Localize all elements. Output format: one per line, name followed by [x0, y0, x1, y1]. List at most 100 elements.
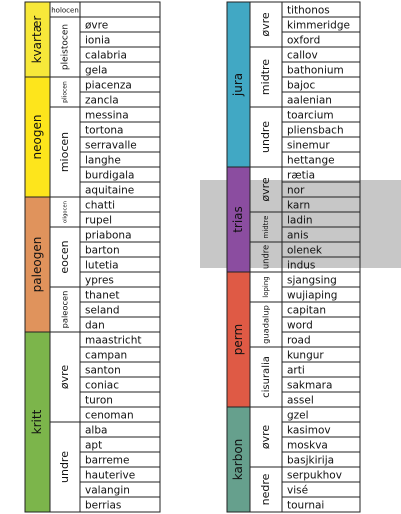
epoch-label: undre — [58, 451, 71, 483]
stage-label: tortona — [85, 125, 124, 137]
epoch-label: undre — [261, 245, 271, 269]
stage-label: gzel — [287, 410, 309, 422]
stage-label: road — [287, 335, 311, 347]
period-label: trias — [231, 206, 245, 233]
period-label: kritt — [30, 409, 44, 434]
period-label: kvartær — [30, 16, 44, 64]
stage-label: ionia — [85, 35, 110, 47]
stage-label: burdigala — [85, 170, 135, 182]
epoch-label: øvre — [58, 365, 71, 390]
stage-label: capitan — [287, 305, 326, 317]
stage-label: berrias — [85, 500, 121, 512]
stage-label: maastricht — [85, 335, 141, 347]
stage-label: piacenza — [85, 80, 132, 92]
period-cell — [24, 1, 51, 78]
stage-label: gela — [85, 65, 107, 77]
stage-label: priabona — [85, 230, 132, 242]
stage-label: olenek — [287, 245, 323, 257]
epoch-label: miocen — [58, 132, 71, 172]
stage-label: messina — [85, 110, 129, 122]
period-cell — [24, 331, 51, 513]
stage-label: øvre — [85, 20, 108, 32]
stage-label: chatti — [85, 200, 115, 212]
stage-cell — [79, 1, 161, 18]
epoch-label: undre — [259, 121, 272, 153]
epoch-label: oligocen — [63, 201, 69, 223]
stage-label: karn — [287, 200, 310, 212]
stage-label: sakmara — [287, 380, 332, 392]
stage-label: word — [287, 320, 313, 332]
stage-label: kungur — [287, 350, 324, 362]
period-cell — [24, 196, 51, 333]
stage-label: arti — [287, 365, 305, 377]
stage-label: zancla — [85, 95, 119, 107]
period-label: perm — [231, 324, 245, 355]
stage-label: anis — [287, 230, 308, 242]
period-label: neogen — [30, 115, 44, 160]
stage-label: bathonium — [287, 65, 344, 77]
epoch-label: guadalup — [261, 305, 271, 344]
stage-label: assel — [287, 395, 314, 407]
epoch-label: øvre — [259, 425, 272, 450]
epoch-label: loping — [262, 276, 270, 298]
period-label: paleogen — [30, 237, 44, 293]
epoch-label: midtre — [259, 59, 272, 95]
epoch-label: øvre — [259, 12, 272, 37]
stage-label: aquitaine — [85, 185, 134, 197]
stage-label: hauterive — [85, 470, 135, 482]
stage-label: toarcium — [287, 110, 334, 122]
epoch-label: pleistocen — [61, 24, 71, 70]
stage-label: oxford — [287, 35, 320, 47]
stage-label: hettange — [287, 155, 335, 167]
stage-label: aalenian — [287, 95, 332, 107]
stage-label: dan — [85, 320, 105, 332]
period-label: karbon — [231, 439, 245, 481]
epoch-label: øvre — [259, 177, 272, 202]
stage-label: tithonos — [287, 5, 330, 17]
stage-label: indus — [287, 260, 315, 272]
stage-label: barreme — [85, 455, 129, 467]
stage-label: bajoc — [287, 80, 315, 92]
stage-label: calabria — [85, 50, 127, 62]
stage-label: seland — [85, 305, 120, 317]
epoch-label: nedre — [259, 473, 272, 505]
stage-label: apt — [85, 440, 102, 452]
stage-label: tournai — [287, 500, 324, 512]
stage-label: lutetia — [85, 260, 119, 272]
epoch-label: holocen — [51, 7, 79, 15]
stage-label: callov — [287, 50, 318, 62]
stage-label: alba — [85, 425, 107, 437]
stage-label: nor — [287, 185, 305, 197]
stage-label: thanet — [85, 290, 119, 302]
stage-label: sinemur — [287, 140, 330, 152]
stage-label: campan — [85, 350, 127, 362]
stage-label: santon — [85, 365, 121, 377]
stage-label: sjangsing — [287, 275, 337, 287]
stage-label: cenoman — [85, 410, 134, 422]
period-cell — [24, 76, 51, 198]
stage-label: ladin — [287, 215, 313, 227]
stage-label: kasimov — [287, 425, 331, 437]
epoch-label: cisuralia — [261, 356, 272, 398]
stage-label: ypres — [85, 275, 114, 287]
period-cell — [226, 406, 251, 513]
stage-label: valangin — [85, 485, 130, 497]
stage-label: basjkirija — [287, 455, 334, 467]
period-label: jura — [231, 73, 245, 97]
stage-label: serravalle — [85, 140, 137, 152]
stage-label: langhe — [85, 155, 121, 167]
epoch-label: eocen — [58, 240, 71, 273]
stage-label: wujiaping — [287, 290, 337, 302]
epoch-label: paleocen — [60, 291, 70, 329]
epoch-label: midtre — [262, 216, 270, 239]
stage-label: visé — [287, 485, 308, 497]
stage-label: barton — [85, 245, 120, 257]
epoch-label: pliocen — [62, 81, 69, 103]
stage-label: turon — [85, 395, 113, 407]
stage-label: serpukhov — [287, 470, 342, 482]
stage-label: rupel — [85, 215, 112, 227]
stage-label: coniac — [85, 380, 119, 392]
stage-label: kimmeridge — [287, 20, 350, 32]
stage-label: rætia — [287, 170, 315, 182]
